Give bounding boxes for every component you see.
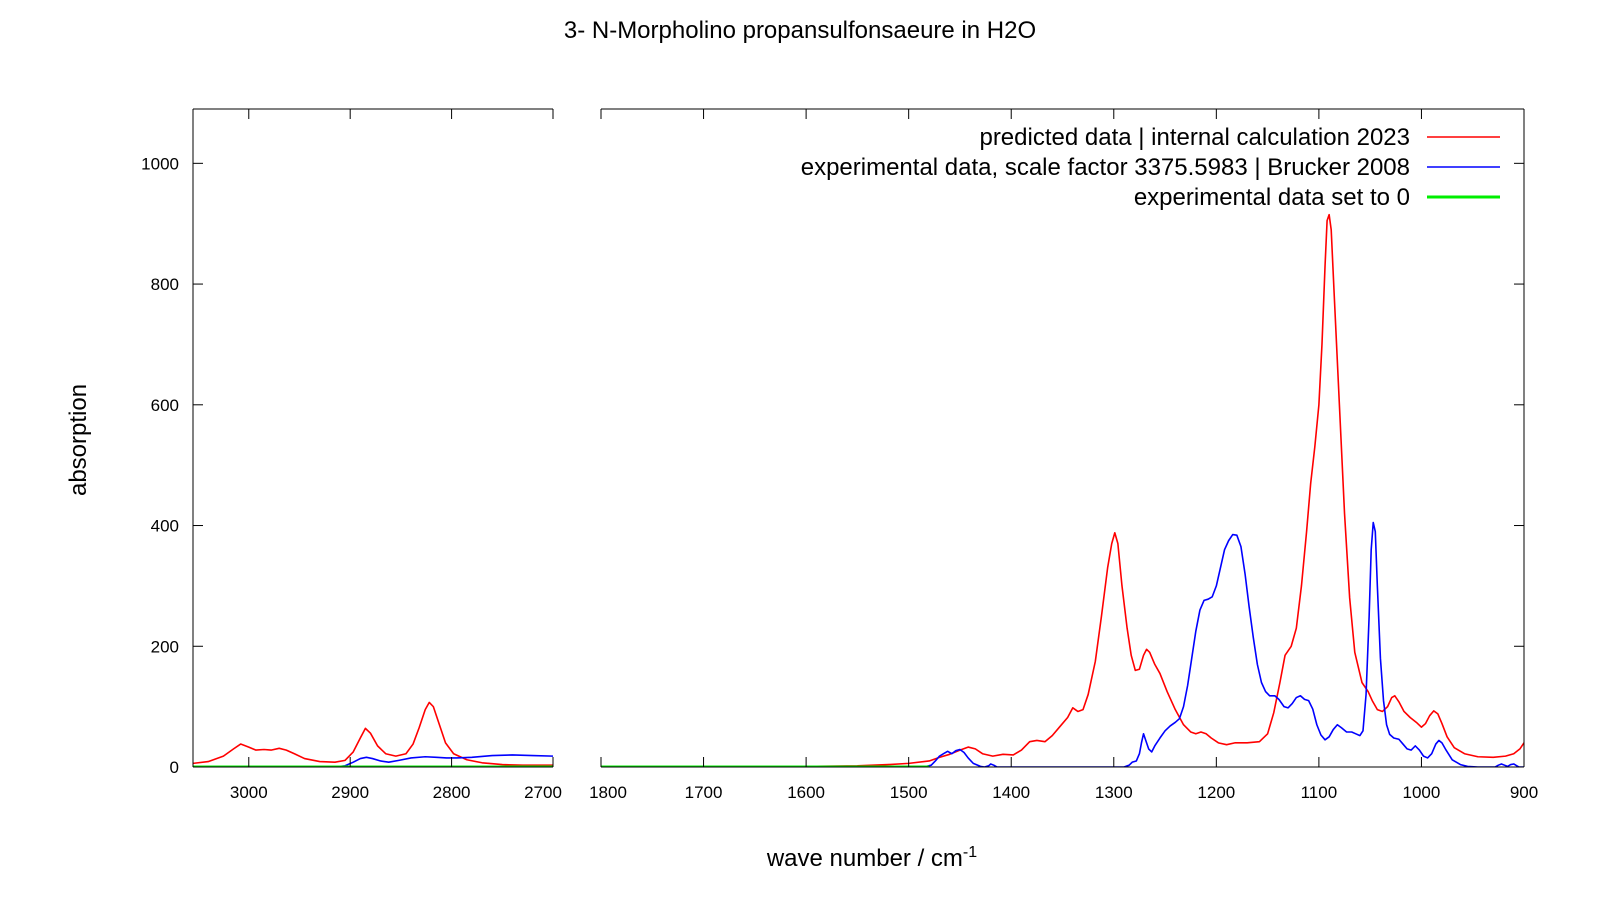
series-line-1 — [601, 213, 1524, 767]
legend-entry-1: predicted data | internal calculation 20… — [979, 124, 1500, 151]
x-tick-label: 1200 — [1197, 783, 1235, 802]
x-tick-label: 1000 — [1403, 783, 1441, 802]
x-tick-label: 1100 — [1301, 783, 1338, 802]
y-tick-label: 200 — [151, 637, 179, 656]
y-tick-label: 600 — [151, 396, 179, 415]
legend-label: experimental data set to 0 — [1134, 184, 1410, 211]
x-tick-label: 3000 — [230, 783, 268, 802]
x-tick-label: 900 — [1510, 783, 1538, 802]
y-axis-title: absorption — [65, 384, 92, 496]
panel-1-series — [193, 701, 553, 767]
legend-entry-3: experimental data set to 0 — [1134, 184, 1500, 211]
x-tick-label: 1300 — [1095, 783, 1133, 802]
y-tick-label: 800 — [151, 275, 179, 294]
panel-1: 3000 2900 2800 2700 — [192, 108, 562, 802]
series-line-2 — [601, 521, 1524, 767]
legend-label: predicted data | internal calculation 20… — [979, 124, 1410, 151]
x-tick-label: 1800 — [589, 783, 627, 802]
plot-layer: 3000 2900 2800 2700 1800 1700 1600 1500 1400 1300… — [141, 108, 1538, 802]
x-tick-label: 1700 — [685, 783, 723, 802]
x-tick-label: 1400 — [992, 783, 1030, 802]
panel-2: 1800 1700 1600 1500 1400 1300 1200 1100 1000 900 — [589, 108, 1538, 802]
x-axis-title-superscript: -1 — [963, 844, 977, 861]
y-tick-label: 400 — [151, 517, 179, 536]
x-tick-label: 2700 — [524, 783, 562, 802]
x-tick-label: 1500 — [890, 783, 928, 802]
legend-label: experimental data, scale factor 3375.598… — [801, 154, 1410, 181]
chart-title: 3- N-Morpholino propansulfonsaeure in H2… — [564, 17, 1036, 44]
x-axis-title: wave number / cm-1 — [766, 844, 977, 872]
series-line-2 — [193, 754, 553, 767]
x-tick-label: 2900 — [331, 783, 369, 802]
y-tick-label: 1000 — [141, 154, 179, 173]
x-axis-title-main: wave number / cm — [766, 845, 963, 872]
y-tick-label: 0 — [170, 758, 179, 777]
series-line-1 — [193, 701, 553, 766]
panel-2-series — [601, 213, 1524, 767]
legend-entry-2: experimental data, scale factor 3375.598… — [801, 154, 1500, 181]
chart-legend: predicted data | internal calculation 20… — [801, 124, 1500, 211]
x-tick-label: 1600 — [787, 783, 825, 802]
x-tick-label: 2800 — [433, 783, 471, 802]
